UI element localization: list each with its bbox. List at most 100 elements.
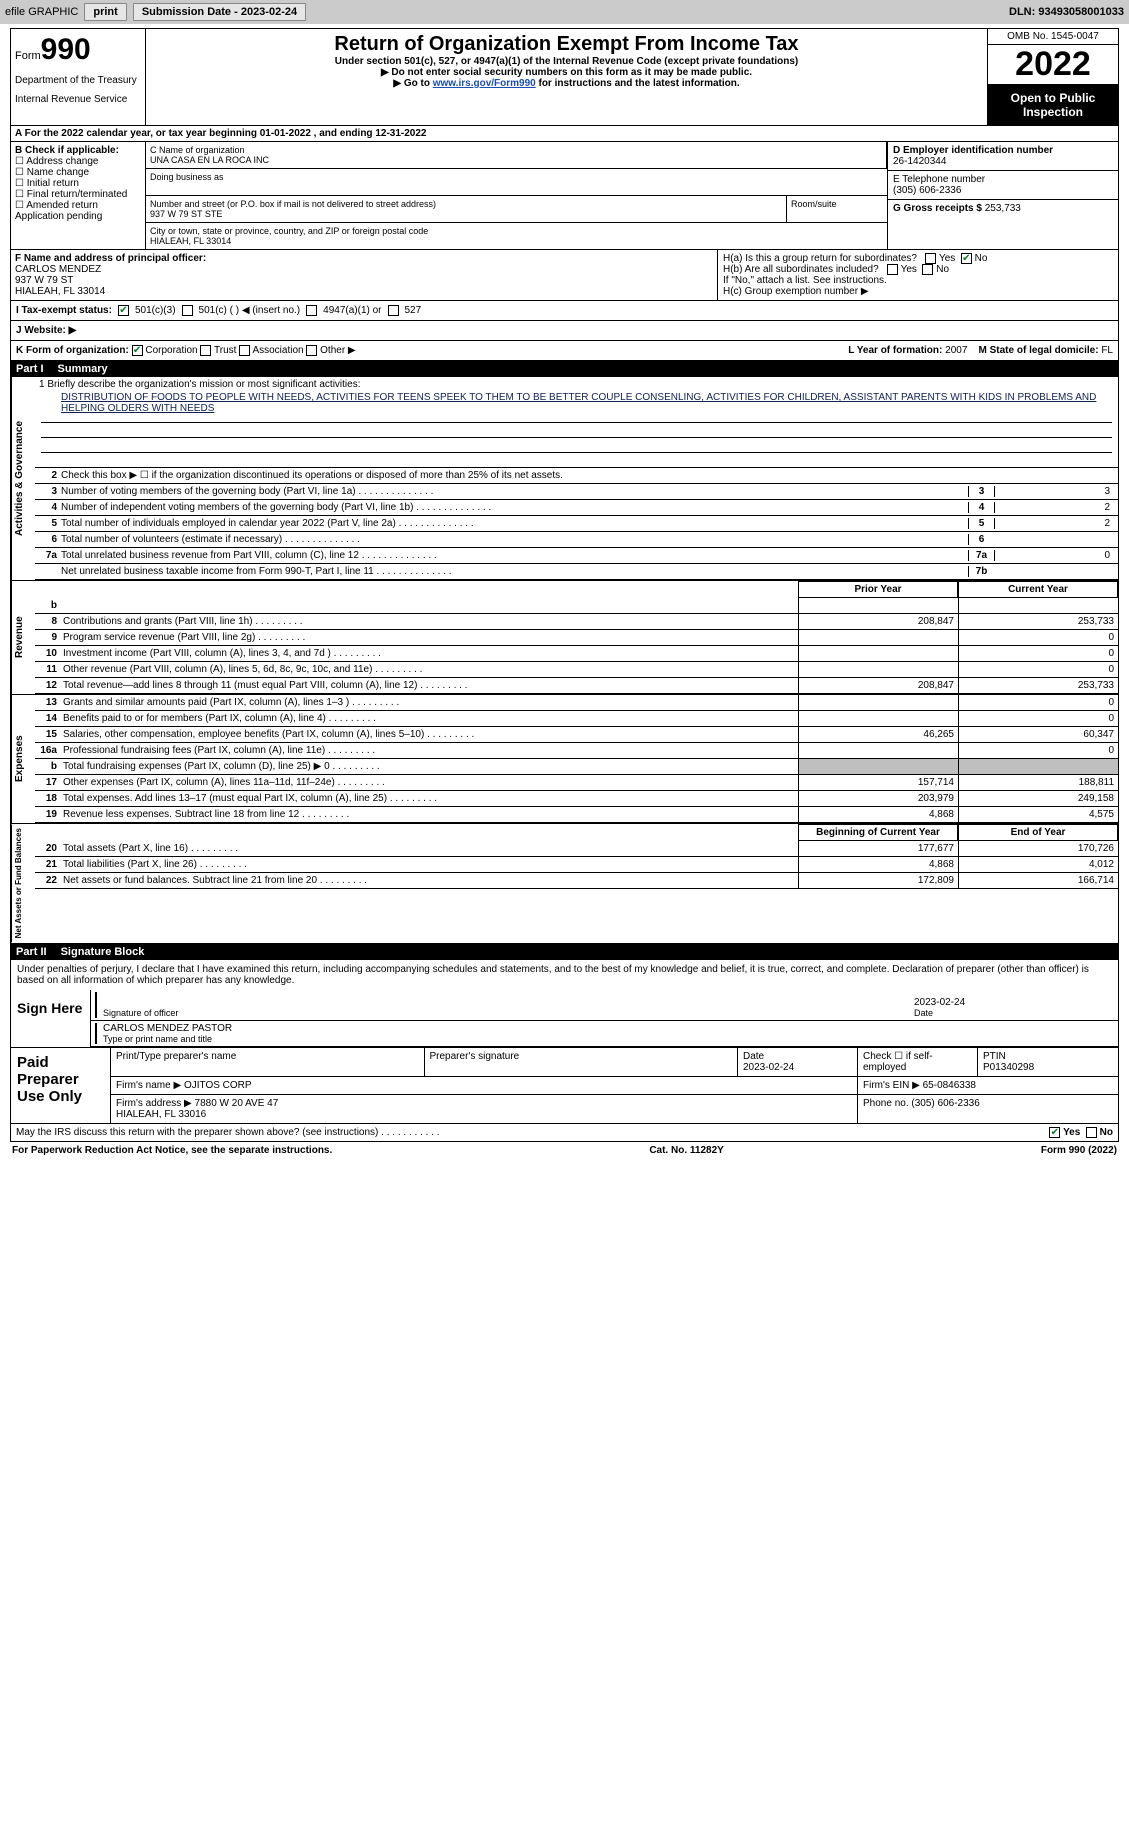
sig-date-val: 2023-02-24 [914, 997, 1114, 1008]
note2-post: for instructions and the latest informat… [536, 78, 740, 89]
gross-value: 253,733 [985, 203, 1021, 214]
firm-name-cell: Firm's name ▶ OJITOS CORP [111, 1077, 858, 1094]
box-c: C Name of organization UNA CASA EN LA RO… [146, 142, 888, 249]
chk-corporation[interactable] [132, 345, 143, 356]
activities-line: 6Total number of volunteers (estimate if… [35, 532, 1118, 548]
table-row: 9Program service revenue (Part VIII, lin… [35, 630, 1118, 646]
ha-yes-label: Yes [939, 253, 955, 264]
box-d: D Employer identification number 26-1420… [888, 142, 1118, 249]
discuss-no-label: No [1100, 1127, 1113, 1138]
toolbar: efile GRAPHIC print Submission Date - 20… [0, 0, 1129, 24]
header-right: OMB No. 1545-0047 2022 Open to Public In… [988, 29, 1118, 125]
form-of-org-label: K Form of organization: [16, 345, 129, 356]
table-row: 20Total assets (Part X, line 16)177,6771… [35, 841, 1118, 857]
k-right: L Year of formation: 2007 M State of leg… [848, 345, 1113, 356]
chk-final-return[interactable]: ☐ Final return/terminated [15, 189, 141, 200]
ha-no-checkbox[interactable] [961, 253, 972, 264]
firm-phone-val: (305) 606-2336 [911, 1098, 979, 1109]
sig-officer-cell: Signature of officer [95, 992, 914, 1018]
net-assets-section: Net Assets or Fund Balances Beginning of… [10, 824, 1119, 943]
org-name-value: UNA CASA EN LA ROCA INC [150, 155, 882, 165]
sig-rows: Sign Here Signature of officer 2023-02-2… [11, 990, 1118, 1047]
mission-rule1 [41, 422, 1112, 423]
row-a-tax-year: A For the 2022 calendar year, or tax yea… [10, 126, 1119, 142]
note2-pre: ▶ Go to [393, 78, 432, 89]
box-f: F Name and address of principal officer:… [11, 250, 718, 300]
tax-exempt-label: I Tax-exempt status: [16, 305, 112, 316]
expenses-side-label: Expenses [11, 695, 35, 823]
irs-link[interactable]: www.irs.gov/Form990 [433, 78, 536, 89]
prep-selfemp-label[interactable]: Check ☐ if self-employed [858, 1048, 978, 1076]
chk-trust[interactable] [200, 345, 211, 356]
row-i-tax-exempt: I Tax-exempt status: 501(c)(3) 501(c) ( … [10, 301, 1119, 321]
discuss-no-checkbox[interactable] [1086, 1127, 1097, 1138]
gross-label: G Gross receipts $ [893, 203, 982, 214]
officer-addr2: HIALEAH, FL 33014 [15, 286, 105, 297]
firm-addr-val: 7880 W 20 AVE 47 [195, 1098, 279, 1109]
table-row: bTotal fundraising expenses (Part IX, co… [35, 759, 1118, 775]
activities-line: Net unrelated business taxable income fr… [35, 564, 1118, 580]
activities-line: 7aTotal unrelated business revenue from … [35, 548, 1118, 564]
chk-501c[interactable] [182, 305, 193, 316]
part2-num: Part II [16, 946, 47, 958]
street-label: Number and street (or P.O. box if mail i… [150, 199, 782, 209]
city-label: City or town, state or province, country… [150, 226, 883, 236]
footer-mid: Cat. No. 11282Y [649, 1145, 723, 1156]
chk-527[interactable] [388, 305, 399, 316]
ha-yes-checkbox[interactable] [925, 253, 936, 264]
hb-no-checkbox[interactable] [922, 264, 933, 275]
mission-rule3 [41, 452, 1112, 453]
chk-name-change[interactable]: ☐ Name change [15, 167, 141, 178]
prep-ptin-val: P01340298 [983, 1062, 1034, 1073]
chk-amended-return[interactable]: ☐ Amended return [15, 200, 141, 211]
firm-addr-cell: Firm's address ▶ 7880 W 20 AVE 47 HIALEA… [111, 1095, 858, 1123]
table-row: 13Grants and similar amounts paid (Part … [35, 695, 1118, 711]
part1-num: Part I [16, 363, 44, 375]
table-row: 18Total expenses. Add lines 13–17 (must … [35, 791, 1118, 807]
print-button[interactable]: print [84, 3, 126, 21]
expenses-section: Expenses 13Grants and similar amounts pa… [10, 695, 1119, 824]
chk-501c3[interactable] [118, 305, 129, 316]
box-b-heading: B Check if applicable: [15, 145, 119, 156]
hb-yes-checkbox[interactable] [887, 264, 898, 275]
state-domicile-label: M State of legal domicile: [979, 345, 1099, 356]
chk-other[interactable] [306, 345, 317, 356]
sig-officer-line: Signature of officer 2023-02-24 Date [91, 990, 1118, 1021]
prep-sig-label: Preparer's signature [425, 1048, 739, 1076]
section-bcd: B Check if applicable: ☐ Address change … [10, 142, 1119, 250]
table-row: 11Other revenue (Part VIII, column (A), … [35, 662, 1118, 678]
chk-initial-return[interactable]: ☐ Initial return [15, 178, 141, 189]
table-row: 12Total revenue—add lines 8 through 11 (… [35, 678, 1118, 694]
table-row: 10Investment income (Part VIII, column (… [35, 646, 1118, 662]
hb-row: H(b) Are all subordinates included? Yes … [723, 264, 1113, 275]
sign-here-label: Sign Here [11, 990, 91, 1047]
sig-name-cell: CARLOS MENDEZ PASTOR Type or print name … [95, 1023, 1114, 1044]
chk-4947[interactable] [306, 305, 317, 316]
ein-cell: D Employer identification number 26-1420… [888, 142, 1118, 171]
header-left: Form990 Department of the Treasury Inter… [11, 29, 146, 125]
table-row: 17Other expenses (Part IX, column (A), l… [35, 775, 1118, 791]
form-page: Form990 Department of the Treasury Inter… [0, 24, 1129, 1165]
firm-phone-label: Phone no. [863, 1098, 909, 1109]
part2-bar: Part II Signature Block [10, 944, 1119, 960]
firm-ein-label: Firm's EIN ▶ [863, 1080, 920, 1091]
chk-address-change[interactable]: ☐ Address change [15, 156, 141, 167]
state-domicile-value: FL [1101, 345, 1113, 356]
chk-application-pending[interactable]: Application pending [15, 211, 141, 222]
chk-association[interactable] [239, 345, 250, 356]
firm-name-val: OJITOS CORP [184, 1080, 252, 1091]
discuss-yes-checkbox[interactable] [1049, 1127, 1060, 1138]
opt-527: 527 [405, 305, 422, 316]
hb-label: H(b) Are all subordinates included? [723, 264, 879, 275]
discuss-yes-label: Yes [1063, 1127, 1080, 1138]
box-h: H(a) Is this a group return for subordin… [718, 250, 1118, 300]
revenue-section: Revenue Prior Year Current Year b8Contri… [10, 581, 1119, 695]
form-990-big: 990 [41, 33, 91, 66]
expenses-lines: 13Grants and similar amounts paid (Part … [35, 695, 1118, 823]
mission-text: DISTRIBUTION OF FOODS TO PEOPLE WITH NEE… [35, 392, 1118, 418]
officer-name: CARLOS MENDEZ [15, 264, 101, 275]
ein-value: 26-1420344 [893, 156, 946, 167]
activities-line: 2Check this box ▶ ☐ if the organization … [35, 468, 1118, 484]
dba-cell: Doing business as [146, 169, 887, 196]
submission-date-button[interactable]: Submission Date - 2023-02-24 [133, 3, 306, 21]
